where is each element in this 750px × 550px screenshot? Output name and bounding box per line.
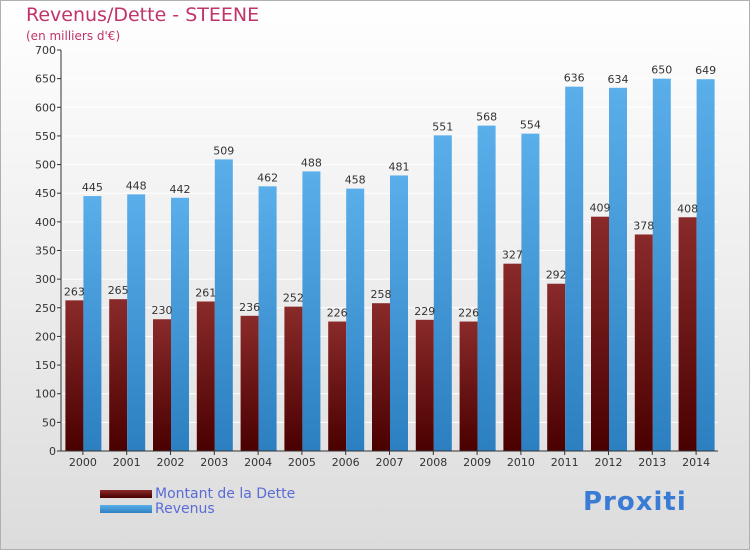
y-tick-label: 50 xyxy=(42,416,56,429)
data-label-revenue: 636 xyxy=(564,72,585,85)
legend-swatch-revenue xyxy=(100,505,152,513)
legend-swatch-debt xyxy=(100,490,152,498)
x-tick-label: 2010 xyxy=(507,456,535,469)
bar-revenue xyxy=(390,175,408,451)
data-label-revenue: 462 xyxy=(257,171,278,184)
data-label-debt: 229 xyxy=(414,305,435,318)
y-tick-label: 500 xyxy=(35,159,56,172)
x-tick-label: 2004 xyxy=(244,456,272,469)
bar-revenue xyxy=(127,194,146,452)
data-label-revenue: 649 xyxy=(695,64,716,77)
data-label-revenue: 568 xyxy=(476,111,497,124)
data-label-debt: 226 xyxy=(327,307,348,320)
x-tick-label: 2008 xyxy=(419,456,447,469)
x-tick-label: 2014 xyxy=(682,456,710,469)
bar-debt xyxy=(109,299,128,451)
data-label-debt: 292 xyxy=(546,269,567,282)
y-tick-label: 450 xyxy=(35,187,56,200)
x-tick-label: 2002 xyxy=(157,456,185,469)
data-label-debt: 236 xyxy=(239,301,260,314)
data-label-revenue: 481 xyxy=(389,160,410,173)
bar-revenue xyxy=(696,79,715,452)
x-tick-label: 2009 xyxy=(463,456,491,469)
data-label-revenue: 509 xyxy=(213,144,234,157)
x-tick-label: 2013 xyxy=(638,456,666,469)
bar-debt xyxy=(240,315,259,451)
data-label-debt: 409 xyxy=(590,202,611,215)
bar-debt xyxy=(634,234,653,451)
bar-revenue xyxy=(565,86,584,452)
bar-revenue xyxy=(609,87,627,452)
x-tick-label: 2003 xyxy=(200,456,228,469)
data-label-debt: 261 xyxy=(195,286,216,299)
chart-title: Revenus/Dette - STEENE xyxy=(26,4,260,26)
bar-debt xyxy=(328,321,347,451)
y-tick-label: 300 xyxy=(35,273,56,286)
bar-debt xyxy=(196,301,215,451)
data-label-debt: 378 xyxy=(633,219,654,232)
y-tick-label: 350 xyxy=(35,245,56,258)
bar-revenue xyxy=(258,186,277,451)
y-tick-label: 650 xyxy=(35,73,56,86)
x-tick-label: 2005 xyxy=(288,456,316,469)
x-tick-label: 2012 xyxy=(595,456,623,469)
data-label-debt: 327 xyxy=(502,249,523,262)
y-tick-label: 550 xyxy=(35,130,56,143)
bar-revenue xyxy=(477,125,496,452)
bar-revenue xyxy=(346,188,365,452)
data-label-revenue: 458 xyxy=(345,174,366,187)
bar-revenue xyxy=(171,197,189,451)
data-label-revenue: 650 xyxy=(651,64,672,77)
x-tick-label: 2006 xyxy=(332,456,360,469)
data-label-revenue: 551 xyxy=(432,120,453,133)
bar-revenue xyxy=(214,159,233,451)
bar-debt xyxy=(459,321,478,451)
legend-label-revenue: Revenus xyxy=(155,501,215,517)
bar-revenue xyxy=(652,78,671,452)
bar-debt xyxy=(503,263,522,451)
data-label-revenue: 448 xyxy=(126,179,147,192)
bar-debt xyxy=(153,319,171,451)
y-tick-label: 250 xyxy=(35,302,56,315)
data-label-revenue: 488 xyxy=(301,156,322,169)
bar-debt xyxy=(65,300,84,451)
bar-debt xyxy=(547,283,566,451)
data-label-revenue: 442 xyxy=(170,183,191,196)
data-label-debt: 252 xyxy=(283,292,304,305)
y-tick-label: 150 xyxy=(35,359,56,372)
data-label-debt: 230 xyxy=(152,304,173,317)
data-label-debt: 265 xyxy=(108,284,129,297)
logo-text: Proxiti xyxy=(583,487,687,517)
data-label-debt: 263 xyxy=(64,285,85,298)
data-label-revenue: 445 xyxy=(82,181,103,194)
x-tick-label: 2001 xyxy=(113,456,141,469)
y-tick-label: 600 xyxy=(35,101,56,114)
y-tick-label: 700 xyxy=(35,44,56,57)
bar-debt xyxy=(415,319,434,451)
bar-debt xyxy=(678,217,697,451)
bar-revenue xyxy=(521,133,540,451)
data-label-debt: 408 xyxy=(677,202,698,215)
chart-subtitle: (en milliers d'€) xyxy=(26,29,121,43)
data-label-debt: 226 xyxy=(458,307,479,320)
data-label-debt: 258 xyxy=(371,288,392,301)
bar-revenue xyxy=(302,171,321,451)
bar-revenue xyxy=(433,135,452,451)
x-tick-label: 2000 xyxy=(69,456,97,469)
y-tick-label: 200 xyxy=(35,330,56,343)
x-tick-label: 2011 xyxy=(551,456,579,469)
y-tick-label: 400 xyxy=(35,216,56,229)
bar-debt xyxy=(372,303,390,451)
bar-revenue xyxy=(83,196,102,451)
y-tick-label: 100 xyxy=(35,388,56,401)
legend-label-debt: Montant de la Dette xyxy=(155,486,296,502)
y-tick-label: 0 xyxy=(49,445,56,458)
bar-debt xyxy=(284,306,303,451)
x-tick-label: 2007 xyxy=(376,456,404,469)
data-label-revenue: 554 xyxy=(520,119,541,132)
bar-debt xyxy=(591,216,609,451)
proxiti-logo: Proxiti xyxy=(583,487,687,517)
data-label-revenue: 634 xyxy=(608,73,629,86)
